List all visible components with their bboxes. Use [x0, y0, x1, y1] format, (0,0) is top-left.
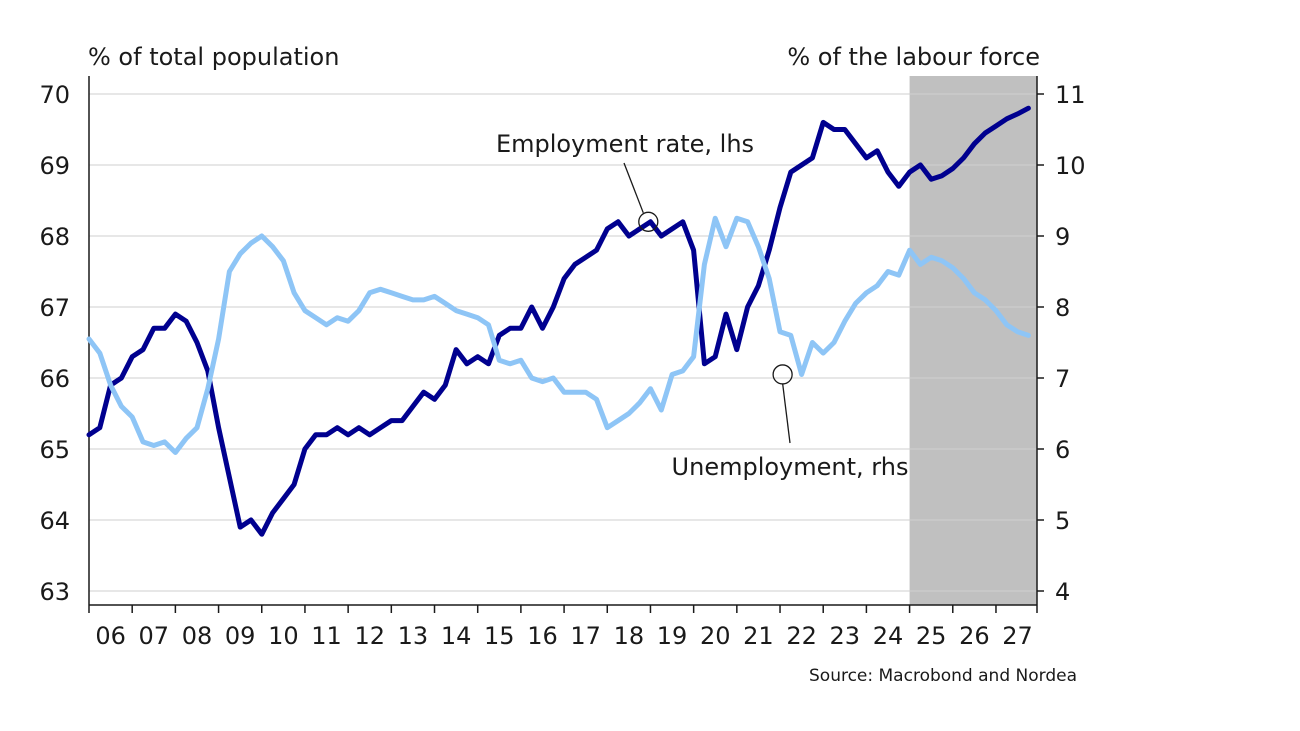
- x-tick-label-14: 14: [441, 622, 472, 650]
- right-axis-title: % of the labour force: [787, 43, 1040, 71]
- x-tick-label-24: 24: [873, 622, 904, 650]
- x-tick-label-21: 21: [743, 622, 774, 650]
- x-tick-label-18: 18: [614, 622, 645, 650]
- right-tick-label-4: 4: [1055, 578, 1070, 606]
- right-tick-label-11: 11: [1055, 81, 1086, 109]
- right-tick-label-9: 9: [1055, 223, 1070, 251]
- right-tick-label-5: 5: [1055, 507, 1070, 535]
- right-tick-label-6: 6: [1055, 436, 1070, 464]
- forecast-shading-layer: [909, 76, 1037, 605]
- x-tick-label-25: 25: [916, 622, 947, 650]
- annotation-leader-employment: [623, 162, 644, 214]
- series-line-employment: [86, 105, 1031, 537]
- right-tick-label-10: 10: [1055, 152, 1086, 180]
- x-tick-label-13: 13: [398, 622, 429, 650]
- left-tick-label-66: 66: [39, 365, 70, 393]
- x-tick-label-08: 08: [182, 622, 213, 650]
- left-tick-label-69: 69: [39, 152, 70, 180]
- x-tick-label-17: 17: [570, 622, 601, 650]
- annotations: Employment rate, lhs Unemployment, rhs: [496, 130, 909, 481]
- x-tick-label-27: 27: [1002, 622, 1033, 650]
- x-tick-label-12: 12: [354, 622, 385, 650]
- x-tick-label-23: 23: [830, 622, 861, 650]
- x-tick-label-11: 11: [311, 622, 342, 650]
- left-tick-label-70: 70: [39, 81, 70, 109]
- x-tick-label-07: 07: [139, 622, 170, 650]
- x-tick-label-15: 15: [484, 622, 515, 650]
- left-tick-label-65: 65: [39, 436, 70, 464]
- left-axis-title: % of total population: [88, 43, 339, 71]
- annotation-marker-employment: [638, 211, 659, 232]
- x-tick-label-09: 09: [225, 622, 256, 650]
- series-line-unemployment: [86, 215, 1031, 455]
- x-tick-label-22: 22: [786, 622, 817, 650]
- x-tick-label-10: 10: [268, 622, 299, 650]
- x-tick-label-06: 06: [95, 622, 126, 650]
- annotation-label-employment: Employment rate, lhs: [496, 130, 754, 158]
- left-tick-label-68: 68: [39, 223, 70, 251]
- left-tick-label-67: 67: [39, 294, 70, 322]
- right-tick-label-7: 7: [1055, 365, 1070, 393]
- annotation-marker-unemployment: [772, 364, 793, 385]
- source-note: Source: Macrobond and Nordea: [809, 666, 1077, 686]
- x-tick-label-19: 19: [657, 622, 688, 650]
- left-tick-label-64: 64: [39, 507, 70, 535]
- annotation-leader-unemployment: [781, 383, 791, 444]
- x-tick-label-16: 16: [527, 622, 558, 650]
- x-tick-label-26: 26: [959, 622, 990, 650]
- forecast-shading: [909, 76, 1037, 605]
- right-tick-label-8: 8: [1055, 294, 1070, 322]
- annotation-label-unemployment: Unemployment, rhs: [672, 453, 909, 481]
- left-tick-label-63: 63: [39, 578, 70, 606]
- x-tick-label-20: 20: [700, 622, 731, 650]
- series-lines: [86, 105, 1031, 537]
